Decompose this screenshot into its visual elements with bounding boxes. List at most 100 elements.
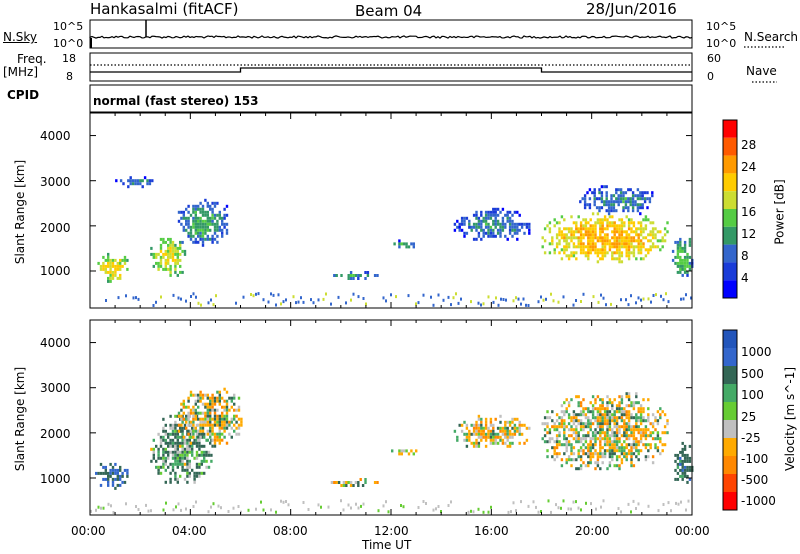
power-cell — [176, 273, 179, 277]
power-cell — [528, 225, 531, 229]
power-cell — [114, 273, 117, 277]
velocity-cell — [630, 431, 633, 435]
velocity-cell — [637, 407, 640, 411]
power-cell — [194, 219, 197, 223]
power-cell — [644, 227, 648, 231]
power-cell — [150, 252, 153, 256]
power-cell — [169, 246, 172, 250]
velocity-cell — [211, 405, 214, 409]
power-cell — [555, 242, 559, 246]
velocity-cell — [599, 437, 602, 441]
power-cell — [218, 213, 221, 217]
power-cell — [475, 216, 478, 220]
velocity-cell — [188, 450, 191, 454]
power-cell — [192, 216, 195, 220]
power-cell — [575, 251, 578, 255]
power-cell — [141, 185, 144, 189]
power-cell — [516, 237, 519, 241]
power-cell — [221, 219, 224, 223]
velocity-cell — [611, 440, 614, 444]
velocity-cell — [188, 474, 191, 478]
power-cell — [157, 261, 160, 265]
power-cell — [508, 216, 512, 220]
velocity-cell — [579, 458, 583, 462]
power-cell — [608, 239, 612, 243]
velocity-cell — [465, 435, 469, 439]
velocity-cell — [484, 423, 488, 427]
power-cell — [583, 206, 587, 210]
velocity-cell — [213, 402, 217, 406]
power-cell — [627, 245, 631, 249]
velocity-cell — [567, 422, 571, 426]
velocity-cell — [186, 480, 189, 484]
freq-tick-left-bottom: 8 — [66, 70, 73, 83]
velocity-near-range-cell — [112, 511, 115, 514]
velocity-cell — [195, 456, 199, 460]
velocity-cell — [637, 401, 640, 405]
velocity-cell — [591, 437, 595, 441]
power-near-range-cell — [625, 298, 627, 302]
power-near-range-cell — [270, 292, 272, 296]
velocity-cell — [686, 480, 689, 484]
velocity-cell — [572, 419, 576, 423]
power-near-range-cell — [562, 295, 565, 299]
power-cell — [587, 230, 590, 234]
power-near-range-cell — [295, 301, 297, 305]
power-cell — [584, 230, 588, 234]
power-cell — [499, 231, 502, 235]
velocity-cell — [240, 417, 243, 421]
velocity-cell — [155, 465, 158, 469]
velocity-cell — [637, 452, 640, 456]
vel-cb-tick-1000: 1000 — [741, 345, 772, 359]
velocity-cell — [587, 419, 590, 423]
velocity-cell — [197, 423, 200, 427]
velocity-cell — [606, 467, 609, 471]
velocity-cell — [205, 450, 208, 454]
velocity-cell — [627, 410, 631, 414]
power-near-range-cell — [267, 300, 270, 304]
power-cell — [587, 242, 590, 246]
power-cell — [221, 222, 224, 226]
power-cell — [596, 239, 600, 243]
velocity-cell — [194, 429, 197, 433]
velocity-cell — [354, 481, 358, 484]
velocity-cell — [164, 456, 167, 460]
velocity-cell — [644, 458, 648, 462]
velocity-cell — [179, 459, 182, 463]
power-cell — [169, 249, 172, 253]
velocity-cell — [627, 428, 631, 432]
velocity-cell — [606, 404, 609, 408]
power-cell — [603, 215, 607, 219]
power-cell — [499, 234, 502, 238]
power-near-range-cell — [605, 303, 607, 307]
velocity-cell — [235, 414, 238, 418]
velocity-cell — [152, 456, 155, 460]
power-cell — [610, 209, 613, 213]
power-cell — [187, 234, 190, 238]
velocity-cell — [211, 423, 214, 427]
velocity-cell — [654, 419, 657, 423]
velocity-cell — [199, 420, 202, 424]
velocity-cell — [560, 422, 564, 426]
velocity-cell — [176, 441, 179, 445]
power-cell — [179, 252, 182, 256]
power-cell — [496, 219, 500, 223]
power-cell — [516, 228, 519, 232]
velocity-cell — [179, 444, 182, 448]
velocity-cell — [506, 444, 509, 448]
power-near-range-cell — [655, 293, 657, 297]
power-cell — [211, 207, 214, 211]
power-cell — [167, 249, 170, 253]
velocity-cell — [599, 452, 602, 456]
power-cell — [674, 261, 677, 265]
velocity-colorbar-swatch — [723, 474, 737, 492]
velocity-cell — [191, 450, 194, 454]
power-cell — [167, 237, 170, 241]
power-cell — [487, 225, 490, 229]
velocity-cell — [639, 449, 643, 453]
velocity-cell — [213, 414, 217, 418]
velocity-cell — [603, 437, 607, 441]
power-cell — [504, 225, 507, 229]
freq-panel-frame — [89, 52, 693, 82]
power-cell — [651, 242, 655, 246]
